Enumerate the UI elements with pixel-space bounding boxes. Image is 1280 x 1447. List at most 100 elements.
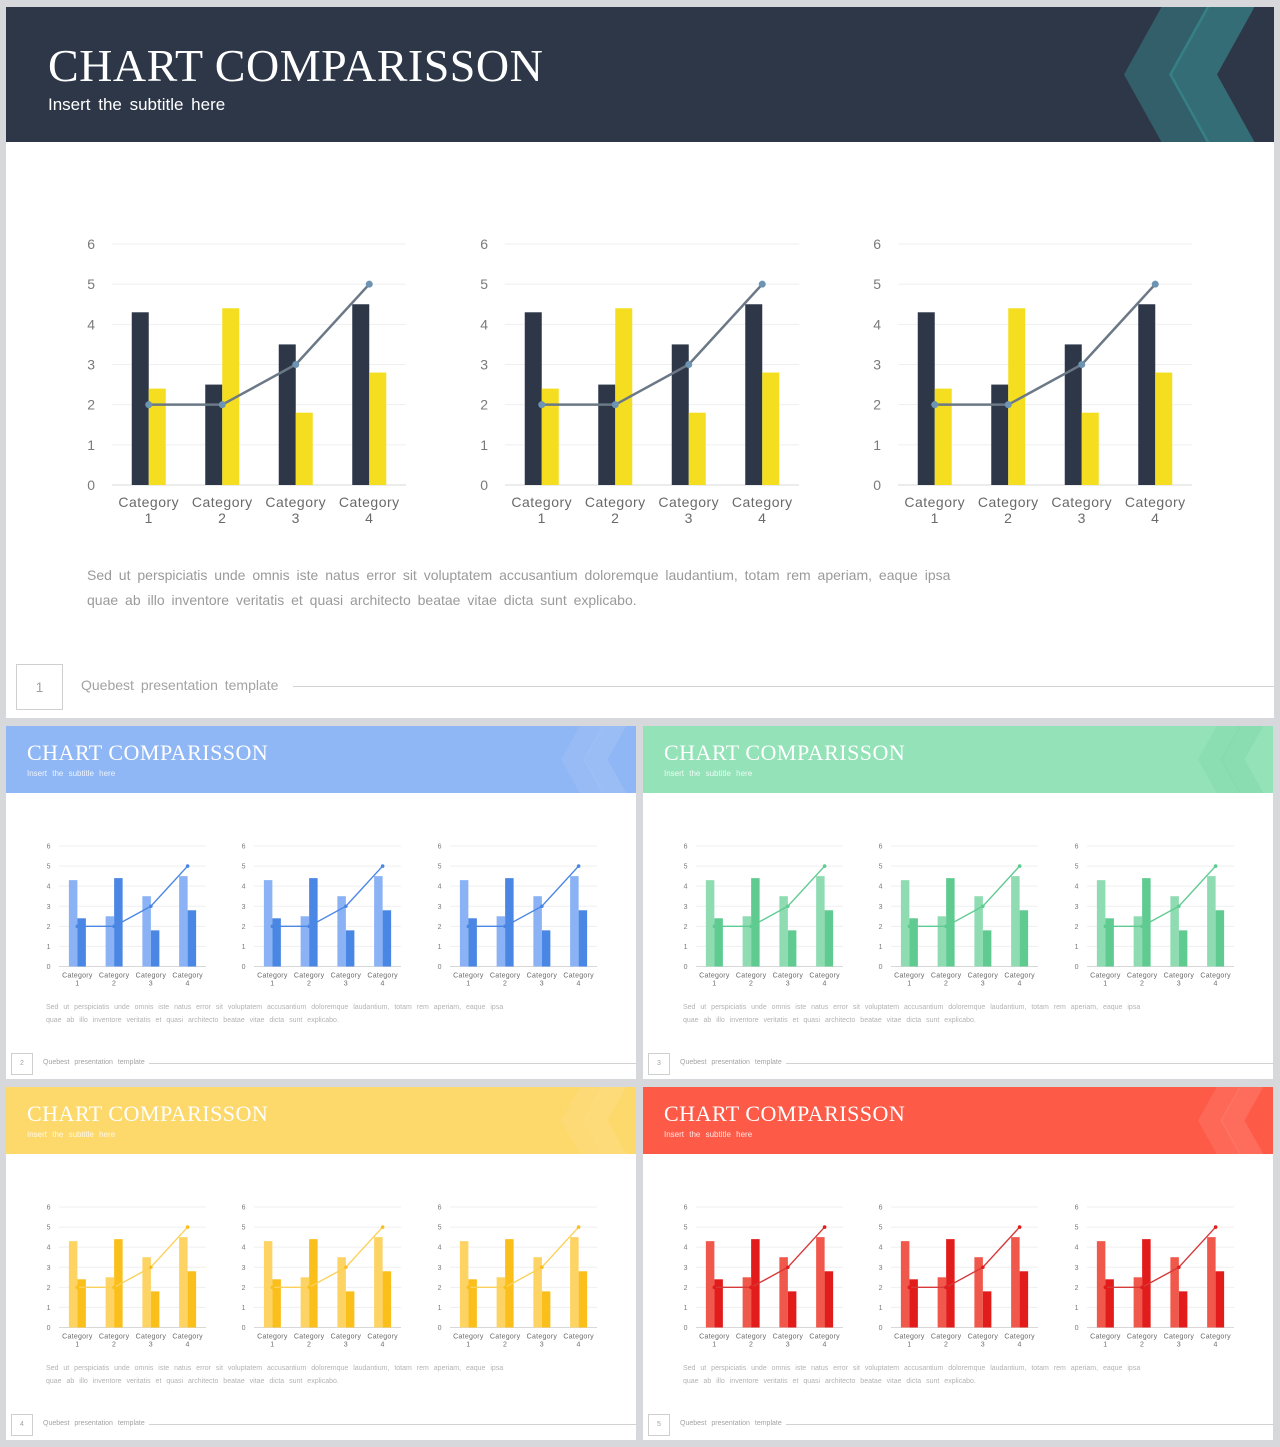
chart-3: 0123456Category1Category2Category3Catego… <box>1075 1205 1234 1349</box>
chart-3: 0123456Category1Category2Category3Catego… <box>438 844 597 988</box>
line-point <box>380 864 385 868</box>
bar <box>272 1279 281 1328</box>
bar <box>1064 344 1082 485</box>
y-tick-label: 2 <box>1075 1285 1079 1292</box>
line-point <box>931 401 939 409</box>
line-series <box>1105 865 1217 928</box>
y-tick-label: 6 <box>684 844 688 851</box>
x-tick-label: 2 <box>1140 1342 1144 1349</box>
x-tick-label: Category <box>490 1334 521 1341</box>
bar <box>468 1279 477 1328</box>
x-tick-label: Category <box>894 973 925 980</box>
slide-2[interactable]: CHART COMPARISSON Insert the subtitle he… <box>6 726 636 1079</box>
x-tick-label: Category <box>1200 1334 1231 1341</box>
line-point <box>145 401 153 409</box>
bar <box>1096 1241 1106 1328</box>
bar <box>615 308 633 485</box>
line-series <box>468 1226 580 1289</box>
bar <box>278 344 296 485</box>
y-tick-label: 3 <box>87 357 95 373</box>
line-point <box>1213 1225 1218 1229</box>
x-tick-label: Category <box>563 973 594 980</box>
x-tick-label: 2 <box>307 1342 311 1349</box>
y-tick-label: 0 <box>438 1325 442 1332</box>
x-tick-label: 1 <box>712 981 716 988</box>
slide-subtitle: Insert the subtitle here <box>664 769 753 778</box>
x-tick-label: Category <box>1127 973 1158 980</box>
bar <box>263 880 273 967</box>
chevron-shape <box>1169 7 1255 142</box>
x-tick-label: 4 <box>823 1342 827 1349</box>
line-series <box>714 1226 826 1289</box>
bar <box>382 1271 392 1328</box>
slide-4[interactable]: CHART COMPARISSON Insert the subtitle he… <box>6 1087 636 1440</box>
body-line-2: quae ab illo inventore veritatis et quas… <box>683 1377 976 1385</box>
line-series <box>1105 1226 1217 1289</box>
x-tick-label: 1 <box>466 981 470 988</box>
bar <box>496 916 506 967</box>
y-tick-label: 3 <box>438 904 442 911</box>
bar <box>105 916 115 967</box>
y-tick-label: 1 <box>438 1305 442 1312</box>
footer-text: Quebest presentation template <box>680 1420 782 1427</box>
line-point <box>576 1225 581 1229</box>
y-tick-label: 5 <box>1075 864 1079 871</box>
chart-3: 0123456Category1Category2Category3Catego… <box>873 236 1192 526</box>
slide-title: CHART COMPARISSON <box>27 740 269 765</box>
line-point <box>1017 864 1022 868</box>
y-tick-label: 5 <box>1075 1225 1079 1232</box>
body-line-2: quae ab illo inventore veritatis et quas… <box>46 1016 339 1024</box>
x-tick-label: 2 <box>944 1342 948 1349</box>
line-series <box>934 283 1157 406</box>
x-tick-label: Category <box>1090 973 1121 980</box>
chart-1: 0123456Category1Category2Category3Catego… <box>47 844 206 988</box>
slide-header: CHART COMPARISSON Insert the subtitle he… <box>6 1087 636 1154</box>
bar <box>295 412 313 485</box>
x-tick-label: Category <box>172 973 203 980</box>
slide-5[interactable]: CHART COMPARISSON Insert the subtitle he… <box>643 1087 1273 1440</box>
x-tick-label: Category <box>257 973 288 980</box>
x-tick-label: 1 <box>1103 1342 1107 1349</box>
x-tick-label: Category <box>367 973 398 980</box>
line-point <box>712 924 717 929</box>
x-tick-label: 3 <box>149 981 153 988</box>
x-tick-label: 1 <box>931 510 939 526</box>
slide-1[interactable]: CHART COMPARISSON Insert the subtitle he… <box>6 7 1274 718</box>
chevron-shape <box>1124 7 1210 142</box>
y-tick-label: 5 <box>242 1225 246 1232</box>
y-tick-label: 0 <box>879 964 883 971</box>
x-tick-label: 3 <box>786 981 790 988</box>
bar <box>909 1279 918 1328</box>
x-tick-label: 1 <box>1103 981 1107 988</box>
x-tick-label: 3 <box>344 981 348 988</box>
bar <box>1133 1277 1143 1328</box>
x-tick-label: 2 <box>503 981 507 988</box>
line-point <box>907 1285 912 1290</box>
x-tick-label: 3 <box>786 1342 790 1349</box>
y-tick-label: 3 <box>879 904 883 911</box>
line-point <box>365 280 373 288</box>
line-point <box>149 1265 153 1270</box>
x-tick-label: 2 <box>749 1342 753 1349</box>
y-tick-label: 5 <box>684 864 688 871</box>
body-text: Sed ut perspiciatis unde omnis iste natu… <box>683 1363 1153 1389</box>
x-tick-label: Category <box>585 494 646 510</box>
line-point <box>307 924 311 929</box>
line-point <box>540 1265 544 1270</box>
chevron-shape <box>583 726 627 793</box>
line-point <box>185 1225 190 1229</box>
line-point <box>576 864 581 868</box>
chevron-shape <box>583 1087 627 1154</box>
x-tick-label: Category <box>367 1334 398 1341</box>
x-tick-label: Category <box>453 973 484 980</box>
bar <box>187 910 197 967</box>
bar <box>751 878 760 967</box>
slide-3[interactable]: CHART COMPARISSON Insert the subtitle he… <box>643 726 1273 1079</box>
slide-header: CHART COMPARISSON Insert the subtitle he… <box>643 1087 1273 1154</box>
bar <box>1011 876 1020 967</box>
x-tick-label: 3 <box>149 1342 153 1349</box>
bar <box>148 388 166 485</box>
body-line-2: quae ab illo inventore veritatis et quas… <box>683 1016 976 1024</box>
line-point <box>75 924 80 929</box>
chart-1: 0123456Category1Category2Category3Catego… <box>684 844 843 988</box>
